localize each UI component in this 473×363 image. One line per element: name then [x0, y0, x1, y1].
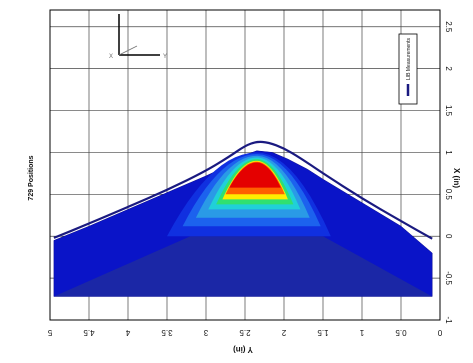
chart-title: 729 Positions	[28, 155, 35, 200]
x-tick-label: 2	[281, 328, 286, 337]
y-tick-label: 1.5	[444, 105, 453, 117]
x-tick-label: 0	[437, 328, 442, 337]
y-tick-label: 2.5	[444, 21, 453, 33]
x-tick-label: 3.5	[161, 328, 173, 337]
x-tick-label: 3	[203, 328, 208, 337]
x-tick-label: 2.5	[239, 328, 251, 337]
legend-entry: LIB Measurements	[406, 38, 412, 80]
y-tick-label: 0.5	[444, 189, 453, 201]
x-tick-label: 5	[47, 328, 52, 337]
plot-frame	[49, 9, 441, 321]
x-tick-label: 1	[359, 328, 364, 337]
x-tick-labels: 5 4.5 4 3.5 3 2.5 2 1.5 1 0.5 0	[47, 328, 442, 337]
gizmo-label-y: Y	[163, 54, 167, 60]
legend: LIB Measurements	[398, 33, 418, 105]
gizmo-label-x: X	[109, 54, 113, 60]
y-axis-label: X (in)	[452, 168, 461, 188]
x-tick-label: 0.5	[395, 328, 407, 337]
legend-box	[398, 33, 418, 105]
surface-front-shadow	[53, 236, 433, 297]
surface-plot	[53, 150, 433, 297]
data-lines	[52, 140, 433, 240]
y-tick-label: 0	[444, 234, 453, 239]
y-tick-label: 2	[444, 66, 453, 71]
surface-band	[229, 162, 281, 188]
x-tick-label: 4.5	[83, 328, 95, 337]
y-tick-labels: 2.5 2 1.5 1 0.5 0 -0.5 -1	[444, 21, 453, 324]
x-tick-label: 4	[125, 328, 130, 337]
x-tick-label: 1.5	[317, 328, 329, 337]
axis-orientation-gizmo: X Y	[109, 14, 167, 60]
y-tick-label: 1	[444, 150, 453, 155]
series-line-lib-measurements	[52, 140, 433, 240]
y-tick-label: -0.5	[444, 271, 453, 285]
gizmo-depth-axis	[118, 45, 138, 56]
y-tick-label: -1	[444, 316, 453, 324]
x-axis-label: Y (in)	[233, 345, 253, 354]
